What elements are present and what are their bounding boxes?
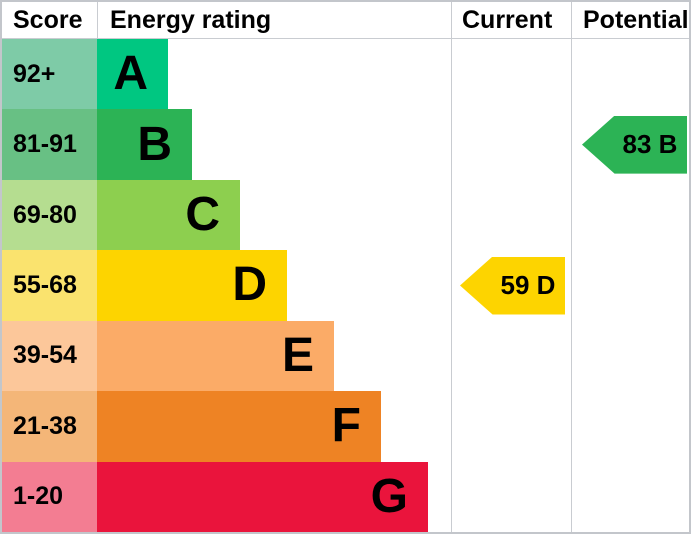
score-cell: 69-80 [2,179,97,251]
rating-bar: E [97,320,334,392]
band-letter: E [281,328,314,382]
score-range-label: 39-54 [13,341,77,370]
band-row: 55-68 D [2,250,689,321]
rating-bar: F [97,391,381,462]
score-energy-divider-line [97,2,98,39]
rating-bar: C [97,179,240,251]
band-letter: C [185,188,220,242]
score-column-header: Score [13,5,83,34]
band-row: 1-20 G [2,461,689,532]
band-letter: G [370,469,408,523]
band-letter: B [137,117,172,171]
score-cell: 55-68 [2,250,97,321]
band-row: 39-54 E [2,320,689,392]
energy-current-divider-line [451,2,452,532]
potential-rating-label: 83 B [622,129,678,160]
header-divider-line [2,38,689,39]
score-cell: 21-38 [2,391,97,462]
band-rows: 92+ A 81-91 B 69-80 C 55-68 D 39-54 [2,39,689,532]
band-letter: F [331,399,361,453]
rating-bar: G [97,461,428,532]
rating-bar: A [97,39,168,110]
score-range-label: 21-38 [13,411,77,440]
rating-bar: B [97,109,192,180]
band-row: 81-91 B [2,109,689,180]
band-letter: D [232,258,267,312]
rating-bar: D [97,250,287,321]
current-column-header: Current [462,5,553,34]
potential-column-header: Potential [583,5,689,34]
score-cell: 1-20 [2,461,97,532]
score-range-label: 1-20 [13,482,64,511]
potential-rating-arrow: 83 B [582,115,687,174]
score-range-label: 69-80 [13,200,77,229]
current-potential-divider-line [571,2,572,532]
energy-rating-column-header: Energy rating [110,5,272,34]
band-row: 92+ A [2,39,689,110]
band-letter: A [113,47,148,101]
current-rating-label: 59 D [500,270,556,300]
score-range-label: 55-68 [13,270,77,299]
band-row: 69-80 C [2,179,689,251]
score-cell: 81-91 [2,109,97,180]
score-cell: 92+ [2,39,97,110]
score-range-label: 81-91 [13,130,77,159]
band-row: 21-38 F [2,391,689,462]
score-range-label: 92+ [13,59,56,88]
score-cell: 39-54 [2,320,97,392]
